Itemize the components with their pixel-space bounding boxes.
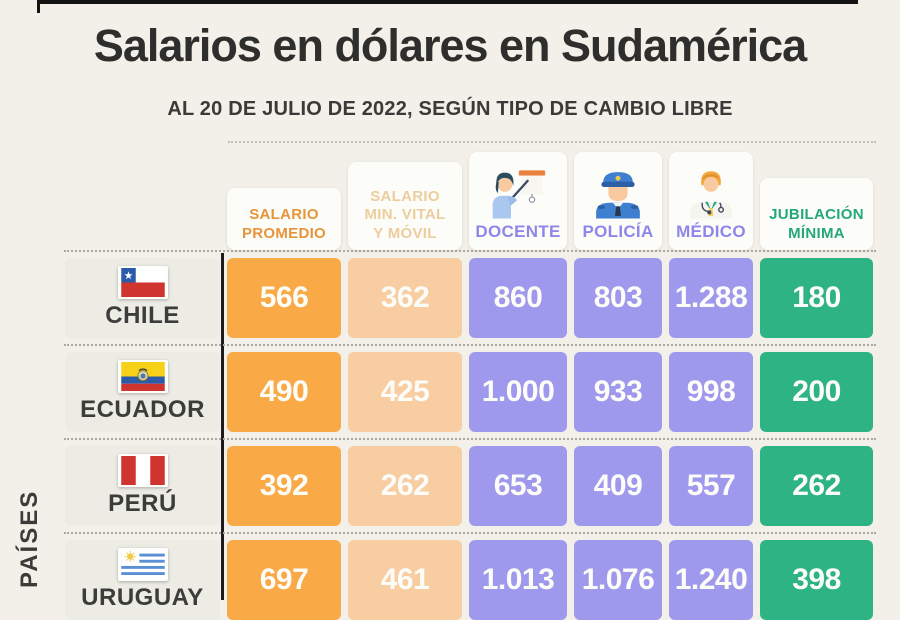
cell-uruguay-salario-min-vital: 461 <box>348 540 462 620</box>
cell-uruguay-medico: 1.240 <box>669 540 753 620</box>
cell-chile-jubilacion: 180 <box>760 258 873 338</box>
row-divider <box>64 250 876 252</box>
cell-value: 490 <box>259 375 309 408</box>
column-header-salario-promedio: SALARIO PROMEDIO <box>227 188 341 250</box>
cell-value: 461 <box>380 563 430 596</box>
table-row: ECUADOR 490 425 1.000 933 998 200 <box>65 352 875 432</box>
cell-value: 653 <box>493 469 543 502</box>
chile-flag-icon <box>117 266 168 299</box>
cell-value: 392 <box>259 469 309 502</box>
cell-value: 933 <box>593 375 643 408</box>
cell-value: 803 <box>593 281 643 314</box>
cell-value: 362 <box>380 281 430 314</box>
cell-value: 1.076 <box>581 563 655 596</box>
cell-value: 425 <box>380 375 430 408</box>
cell-peru-jubilacion: 262 <box>760 446 873 526</box>
cell-ecuador-salario-min-vital: 425 <box>348 352 462 432</box>
table-row: PERÚ 392 262 653 409 557 262 <box>65 446 875 526</box>
row-divider <box>64 344 876 346</box>
cell-value: 1.240 <box>674 563 748 596</box>
page-subtitle: AL 20 DE JULIO DE 2022, SEGÚN TIPO DE CA… <box>167 98 733 120</box>
cell-chile-docente: 860 <box>469 258 567 338</box>
country-name: URUGUAY <box>81 584 204 611</box>
cell-value: 262 <box>792 469 841 502</box>
column-label: DOCENTE <box>475 222 561 242</box>
cell-value: 998 <box>686 375 736 408</box>
cell-value: 860 <box>493 281 543 314</box>
column-header-docente: DOCENTE <box>469 152 567 250</box>
cell-peru-docente: 653 <box>469 446 567 526</box>
cell-chile-policia: 803 <box>574 258 662 338</box>
police-officer-icon <box>590 169 646 219</box>
divider <box>228 141 876 143</box>
cell-ecuador-policia: 933 <box>574 352 662 432</box>
cell-chile-medico: 1.288 <box>669 258 753 338</box>
cell-value: 1.288 <box>674 281 748 314</box>
table-header: SALARIO PROMEDIO SALARIO MIN. VITAL Y MÓ… <box>65 148 875 250</box>
column-label: POLICÍA <box>582 222 654 242</box>
teacher-icon <box>490 169 546 219</box>
cell-value: 262 <box>380 469 430 502</box>
table-row: CHILE 566 362 860 803 1.288 180 <box>65 258 875 338</box>
column-header-jubilacion-minima: JUBILACIÓN MÍNIMA <box>760 178 873 250</box>
cell-chile-salario-promedio: 566 <box>227 258 341 338</box>
peru-flag-icon <box>117 454 168 487</box>
column-label: JUBILACIÓN MÍNIMA <box>769 206 864 242</box>
country-name: CHILE <box>105 302 180 329</box>
row-divider <box>64 438 876 440</box>
cell-peru-policia: 409 <box>574 446 662 526</box>
cell-peru-salario-min-vital: 262 <box>348 446 462 526</box>
cell-ecuador-jubilacion: 200 <box>760 352 873 432</box>
cell-ecuador-docente: 1.000 <box>469 352 567 432</box>
page-title: Salarios en dólares en Sudamérica <box>93 20 807 71</box>
cell-value: 200 <box>792 375 841 408</box>
top-crop-tick <box>37 0 40 13</box>
cell-chile-salario-min-vital: 362 <box>348 258 462 338</box>
cell-uruguay-policia: 1.076 <box>574 540 662 620</box>
column-header-policia: POLICÍA <box>574 152 662 250</box>
country-cell: PERÚ <box>65 446 220 526</box>
cell-uruguay-docente: 1.013 <box>469 540 567 620</box>
country-name: PERÚ <box>108 490 177 517</box>
country-name: ECUADOR <box>80 396 205 423</box>
column-label: MÉDICO <box>676 222 746 242</box>
cell-value: 1.000 <box>481 375 555 408</box>
doctor-icon <box>683 169 739 219</box>
row-divider <box>64 532 876 534</box>
cell-value: 1.013 <box>481 563 555 596</box>
cell-value: 398 <box>792 563 841 596</box>
column-header-salario-min-vital: SALARIO MIN. VITAL Y MÓVIL <box>348 162 462 250</box>
cell-value: 180 <box>792 281 841 314</box>
column-header-medico: MÉDICO <box>669 152 753 250</box>
cell-value: 566 <box>259 281 309 314</box>
cell-peru-medico: 557 <box>669 446 753 526</box>
country-cell: ECUADOR <box>65 352 220 432</box>
country-cell: URUGUAY <box>65 540 220 620</box>
cell-value: 557 <box>686 469 736 502</box>
top-crop-bar <box>37 0 858 4</box>
column-label: SALARIO MIN. VITAL Y MÓVIL <box>364 188 446 242</box>
table-row: URUGUAY 697 461 1.013 1.076 1.240 398 <box>65 540 875 620</box>
uruguay-flag-icon <box>117 548 168 581</box>
column-label: SALARIO PROMEDIO <box>241 206 327 242</box>
cell-uruguay-jubilacion: 398 <box>760 540 873 620</box>
country-cell: CHILE <box>65 258 220 338</box>
axis-line <box>221 253 224 600</box>
y-axis-label: PAÍSES <box>16 489 43 588</box>
ecuador-flag-icon <box>117 360 168 393</box>
cell-ecuador-medico: 998 <box>669 352 753 432</box>
cell-ecuador-salario-promedio: 490 <box>227 352 341 432</box>
cell-uruguay-salario-promedio: 697 <box>227 540 341 620</box>
cell-value: 697 <box>259 563 309 596</box>
cell-peru-salario-promedio: 392 <box>227 446 341 526</box>
cell-value: 409 <box>593 469 643 502</box>
